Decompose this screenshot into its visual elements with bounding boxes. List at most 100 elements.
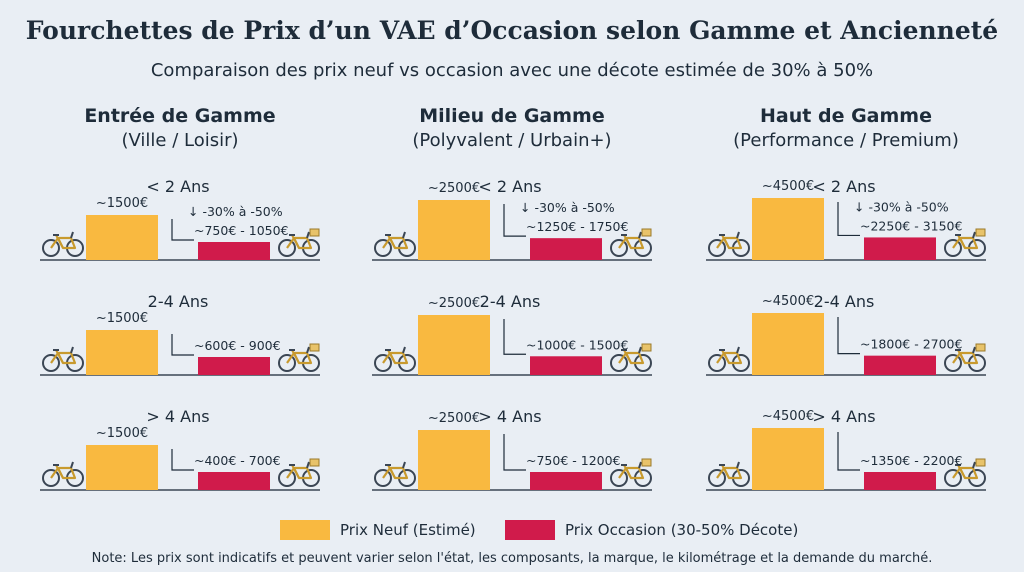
- bicycle-icon: [708, 461, 750, 487]
- occasion-value-label: ~750€ - 1050€: [194, 223, 289, 238]
- bar-occasion: [864, 472, 936, 490]
- age-label: 2-4 Ans: [148, 292, 209, 311]
- neuf-value-label: ~2500€: [428, 181, 480, 196]
- column-header-haut: Haut de Gamme (Performance / Premium): [681, 104, 1011, 154]
- column-subtitle: (Polyvalent / Urbain+): [412, 130, 612, 151]
- bar-occasion: [198, 242, 270, 260]
- legend-swatch-neuf: [280, 520, 330, 540]
- bicycle-basket-icon: [278, 228, 320, 257]
- chart-panel: > 4 Ans~1500€ ~400€ - 700€: [40, 407, 320, 491]
- bicycle-icon: [708, 231, 750, 257]
- chart-panel: > 4 Ans~2500€ ~750€ - 1200€: [372, 407, 652, 491]
- bicycle-icon: [374, 346, 416, 372]
- decote-label: ↓ -30% à -50%: [188, 204, 283, 219]
- occasion-value-label: ~1000€ - 1500€: [526, 337, 629, 352]
- chart-panel: > 4 Ans~4500€ ~1350€ - 2200€: [706, 407, 986, 491]
- bar-occasion: [198, 357, 270, 375]
- occasion-value-label: ~750€ - 1200€: [526, 453, 621, 468]
- column-subtitle: (Performance / Premium): [733, 130, 959, 151]
- down-arrow-icon: [503, 204, 526, 237]
- legend-item-occasion: Prix Occasion (30-50% Décote): [505, 520, 798, 540]
- chart-panel: 2-4 Ans~1500€ ~600€ - 900€: [40, 292, 320, 376]
- bicycle-icon: [42, 231, 84, 257]
- bar-neuf: [86, 330, 158, 375]
- chart-panel: < 2 Ans~4500€ ↓ -30% à -50% ~2250€ - 3150€: [706, 177, 986, 261]
- column-title: Entrée de Gamme: [84, 105, 276, 127]
- column-header-entree: Entrée de Gamme (Ville / Loisir): [15, 104, 345, 154]
- bar-neuf: [418, 200, 490, 260]
- legend-swatch-occasion: [505, 520, 555, 540]
- bicycle-basket-icon: [944, 343, 986, 372]
- age-label: 2-4 Ans: [814, 292, 875, 311]
- neuf-value-label: ~4500€: [762, 179, 814, 194]
- bicycle-icon: [42, 461, 84, 487]
- age-label: > 4 Ans: [146, 407, 209, 426]
- column-header-milieu: Milieu de Gamme (Polyvalent / Urbain+): [347, 104, 677, 154]
- age-label: > 4 Ans: [478, 407, 541, 426]
- neuf-value-label: ~4500€: [762, 294, 814, 309]
- column-title: Haut de Gamme: [760, 105, 932, 127]
- occasion-value-label: ~1250€ - 1750€: [526, 219, 629, 234]
- decote-label: ↓ -30% à -50%: [520, 200, 615, 215]
- neuf-value-label: ~2500€: [428, 411, 480, 426]
- occasion-value-label: ~400€ - 700€: [194, 453, 281, 468]
- age-label: 2-4 Ans: [480, 292, 541, 311]
- bar-occasion: [864, 355, 936, 375]
- footnote: Note: Les prix sont indicatifs et peuven…: [91, 551, 933, 566]
- bar-occasion: [530, 238, 602, 260]
- bicycle-basket-icon: [944, 458, 986, 487]
- bar-neuf: [752, 428, 824, 490]
- bar-neuf: [418, 315, 490, 375]
- bicycle-basket-icon: [278, 343, 320, 372]
- occasion-value-label: ~1350€ - 2200€: [860, 453, 963, 468]
- down-arrow-icon: [503, 319, 526, 355]
- neuf-value-label: ~2500€: [428, 296, 480, 311]
- legend-label-neuf: Prix Neuf (Estimé): [340, 521, 476, 539]
- neuf-value-label: ~1500€: [96, 426, 148, 441]
- age-label: < 2 Ans: [146, 177, 209, 196]
- legend: Prix Neuf (Estimé) Prix Occasion (30-50%…: [0, 520, 1024, 546]
- age-label: < 2 Ans: [478, 177, 541, 196]
- chart-panel: < 2 Ans~2500€ ↓ -30% à -50% ~1250€ - 1750€: [372, 177, 652, 261]
- neuf-value-label: ~1500€: [96, 311, 148, 326]
- age-label: < 2 Ans: [812, 177, 875, 196]
- bicycle-icon: [42, 346, 84, 372]
- bar-neuf: [418, 430, 490, 490]
- occasion-value-label: ~1800€ - 2700€: [860, 337, 963, 352]
- bicycle-basket-icon: [944, 228, 986, 257]
- down-arrow-icon: [171, 219, 194, 241]
- age-label: > 4 Ans: [812, 407, 875, 426]
- bicycle-basket-icon: [610, 343, 652, 372]
- bar-neuf: [86, 215, 158, 260]
- bar-occasion: [864, 237, 936, 260]
- column-subtitle: (Ville / Loisir): [121, 130, 239, 151]
- bar-neuf: [86, 445, 158, 490]
- occasion-value-label: ~600€ - 900€: [194, 338, 281, 353]
- down-arrow-icon: [171, 449, 194, 471]
- bar-occasion: [530, 356, 602, 375]
- down-arrow-icon: [837, 202, 860, 237]
- chart-title: Fourchettes de Prix d’un VAE d’Occasion …: [25, 16, 999, 45]
- bicycle-icon: [374, 231, 416, 257]
- legend-item-neuf: Prix Neuf (Estimé): [280, 520, 476, 540]
- chart-panel: < 2 Ans~1500€ ↓ -30% à -50% ~750€ - 1050€: [40, 177, 320, 261]
- bar-neuf: [752, 198, 824, 260]
- bar-occasion: [530, 472, 602, 490]
- legend-label-occasion: Prix Occasion (30-50% Décote): [565, 521, 799, 539]
- bar-neuf: [752, 313, 824, 375]
- down-arrow-icon: [837, 432, 860, 471]
- bar-occasion: [198, 472, 270, 490]
- bicycle-basket-icon: [278, 458, 320, 487]
- bicycle-icon: [374, 461, 416, 487]
- column-title: Milieu de Gamme: [419, 105, 605, 127]
- down-arrow-icon: [503, 434, 526, 471]
- bicycle-basket-icon: [610, 228, 652, 257]
- chart-panel: 2-4 Ans~2500€ ~1000€ - 1500€: [372, 292, 652, 376]
- chart-panel: 2-4 Ans~4500€ ~1800€ - 2700€: [706, 292, 986, 376]
- down-arrow-icon: [837, 317, 860, 355]
- neuf-value-label: ~4500€: [762, 409, 814, 424]
- down-arrow-icon: [171, 334, 194, 356]
- bicycle-basket-icon: [610, 458, 652, 487]
- occasion-value-label: ~2250€ - 3150€: [860, 218, 963, 233]
